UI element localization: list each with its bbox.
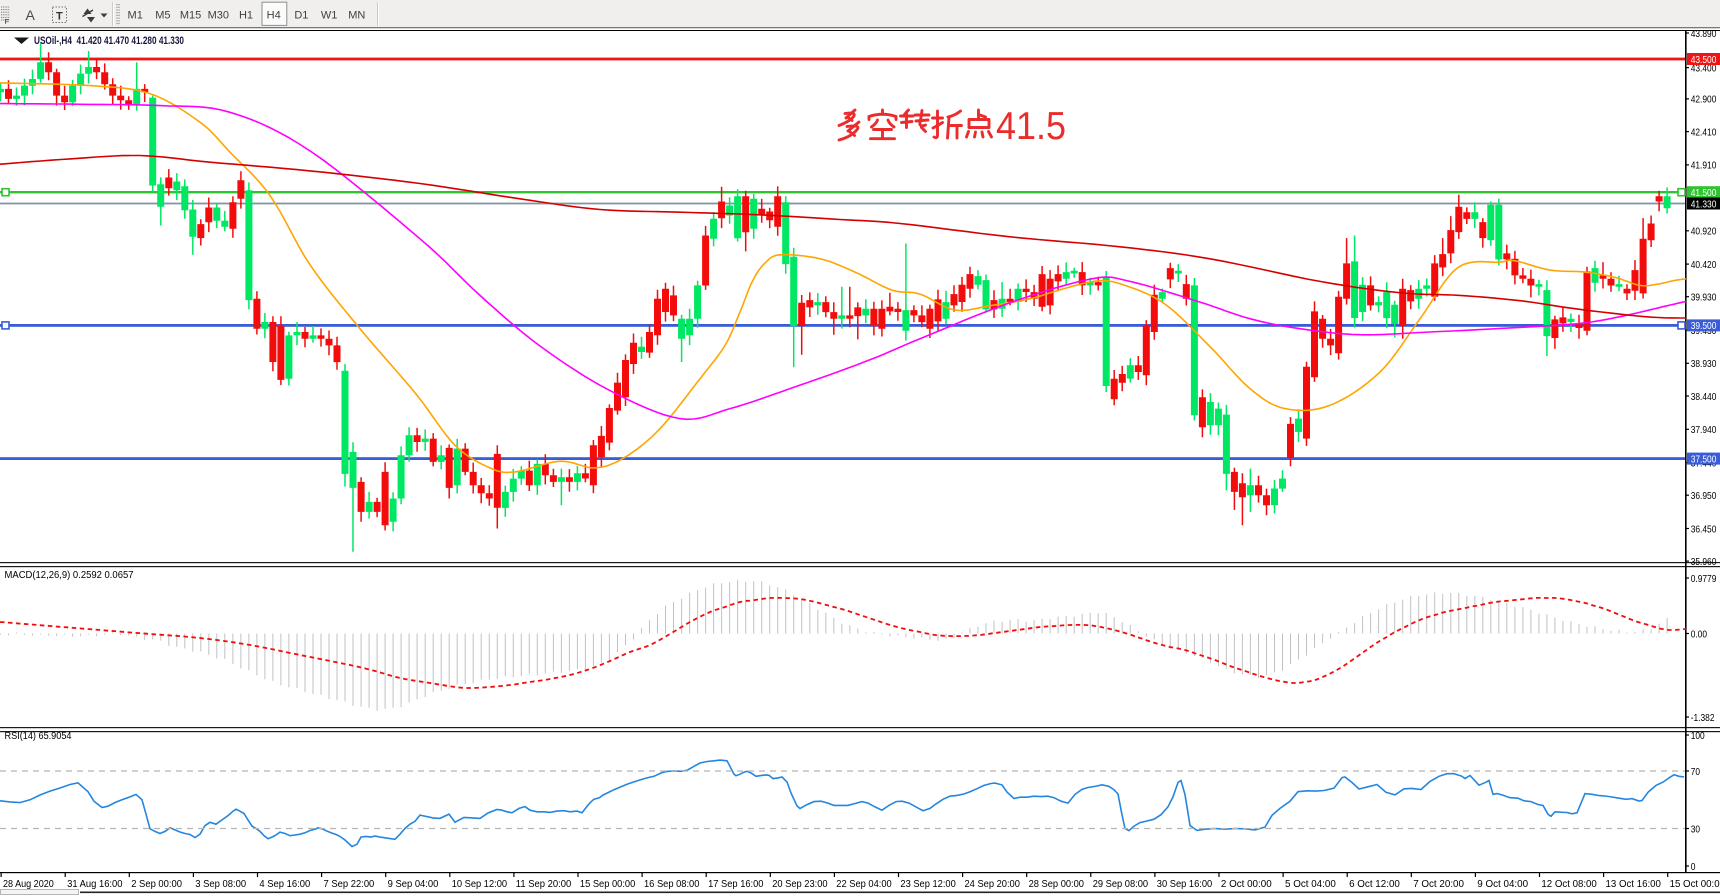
svg-text:40.920: 40.920 bbox=[1691, 227, 1717, 238]
svg-text:15 Oct 00:00: 15 Oct 00:00 bbox=[1670, 879, 1720, 890]
svg-text:29 Sep 08:00: 29 Sep 08:00 bbox=[1093, 879, 1149, 890]
svg-text:12 Oct 08:00: 12 Oct 08:00 bbox=[1541, 879, 1597, 890]
svg-text:37.500: 37.500 bbox=[1691, 454, 1717, 465]
svg-text:43.890: 43.890 bbox=[1691, 29, 1717, 40]
svg-text:100: 100 bbox=[1691, 731, 1705, 742]
svg-text:43.400: 43.400 bbox=[1691, 63, 1717, 74]
svg-text:41.5: 41.5 bbox=[996, 105, 1066, 148]
svg-text:0.9779: 0.9779 bbox=[1691, 574, 1717, 585]
svg-text:39.930: 39.930 bbox=[1691, 293, 1717, 304]
svg-text:41.500: 41.500 bbox=[1691, 188, 1717, 199]
svg-text:M5: M5 bbox=[155, 9, 170, 21]
svg-text:RSI(14) 65.9054: RSI(14) 65.9054 bbox=[5, 731, 72, 742]
svg-text:23 Sep 12:00: 23 Sep 12:00 bbox=[900, 879, 956, 890]
svg-text:42.900: 42.900 bbox=[1691, 95, 1717, 106]
svg-text:M15: M15 bbox=[180, 9, 201, 21]
svg-text:2 Oct 00:00: 2 Oct 00:00 bbox=[1221, 879, 1272, 890]
svg-text:38.440: 38.440 bbox=[1691, 392, 1717, 403]
svg-text:M1: M1 bbox=[128, 9, 143, 21]
svg-text:F: F bbox=[5, 17, 10, 26]
svg-text:0.00: 0.00 bbox=[1691, 629, 1707, 640]
svg-text:20 Sep 23:00: 20 Sep 23:00 bbox=[772, 879, 828, 890]
svg-text:30 Sep 16:00: 30 Sep 16:00 bbox=[1157, 879, 1213, 890]
svg-text:W1: W1 bbox=[321, 9, 338, 21]
svg-text:40.420: 40.420 bbox=[1691, 260, 1717, 271]
svg-text:30: 30 bbox=[1691, 824, 1700, 835]
svg-text:9 Oct 04:00: 9 Oct 04:00 bbox=[1477, 879, 1528, 890]
svg-text:35.960: 35.960 bbox=[1691, 557, 1717, 568]
svg-text:17 Sep 16:00: 17 Sep 16:00 bbox=[708, 879, 764, 890]
svg-text:36.450: 36.450 bbox=[1691, 524, 1717, 535]
svg-text:36.950: 36.950 bbox=[1691, 491, 1717, 502]
svg-text:0: 0 bbox=[1691, 862, 1696, 873]
svg-text:D1: D1 bbox=[294, 9, 308, 21]
svg-text:24 Sep 20:00: 24 Sep 20:00 bbox=[965, 879, 1021, 890]
svg-text:H1: H1 bbox=[239, 9, 253, 21]
svg-text:10 Sep 12:00: 10 Sep 12:00 bbox=[452, 879, 508, 890]
svg-text:MACD(12,26,9) 0.2592 0.0657: MACD(12,26,9) 0.2592 0.0657 bbox=[5, 570, 134, 581]
svg-text:MN: MN bbox=[348, 9, 365, 21]
svg-text:USOil-,H4 41.420 41.470 41.28: USOil-,H4 41.420 41.470 41.280 41.330 bbox=[34, 35, 184, 47]
svg-text:22 Sep 04:00: 22 Sep 04:00 bbox=[836, 879, 892, 890]
svg-text:3 Sep 08:00: 3 Sep 08:00 bbox=[195, 879, 246, 890]
svg-text:39.500: 39.500 bbox=[1691, 321, 1717, 332]
svg-text:4 Sep 16:00: 4 Sep 16:00 bbox=[259, 879, 310, 890]
svg-text:38.930: 38.930 bbox=[1691, 359, 1717, 370]
svg-text:15 Sep 00:00: 15 Sep 00:00 bbox=[580, 879, 636, 890]
svg-text:28 Sep 00:00: 28 Sep 00:00 bbox=[1029, 879, 1085, 890]
svg-text:41.330: 41.330 bbox=[1691, 199, 1717, 210]
svg-text:5 Oct 04:00: 5 Oct 04:00 bbox=[1285, 879, 1336, 890]
svg-text:31 Aug 16:00: 31 Aug 16:00 bbox=[67, 879, 123, 890]
svg-text:37.940: 37.940 bbox=[1691, 425, 1717, 436]
svg-text:-1.382: -1.382 bbox=[1691, 713, 1715, 724]
svg-text:7 Oct 20:00: 7 Oct 20:00 bbox=[1413, 879, 1464, 890]
svg-text:70: 70 bbox=[1691, 767, 1700, 778]
svg-text:41.910: 41.910 bbox=[1691, 161, 1717, 172]
svg-text:T: T bbox=[56, 11, 63, 23]
svg-text:7 Sep 22:00: 7 Sep 22:00 bbox=[324, 879, 375, 890]
svg-text:13 Oct 16:00: 13 Oct 16:00 bbox=[1606, 879, 1662, 890]
svg-text:11 Sep 20:00: 11 Sep 20:00 bbox=[516, 879, 572, 890]
svg-text:9 Sep 04:00: 9 Sep 04:00 bbox=[388, 879, 439, 890]
svg-text:2 Sep 00:00: 2 Sep 00:00 bbox=[131, 879, 182, 890]
svg-text:28 Aug 2020: 28 Aug 2020 bbox=[3, 879, 54, 890]
svg-text:H4: H4 bbox=[267, 9, 281, 21]
svg-text:M30: M30 bbox=[208, 9, 229, 21]
svg-text:16 Sep 08:00: 16 Sep 08:00 bbox=[644, 879, 700, 890]
svg-text:A: A bbox=[26, 7, 36, 23]
svg-text:42.410: 42.410 bbox=[1691, 127, 1717, 138]
svg-text:6 Oct 12:00: 6 Oct 12:00 bbox=[1349, 879, 1400, 890]
svg-text:43.500: 43.500 bbox=[1691, 55, 1717, 66]
